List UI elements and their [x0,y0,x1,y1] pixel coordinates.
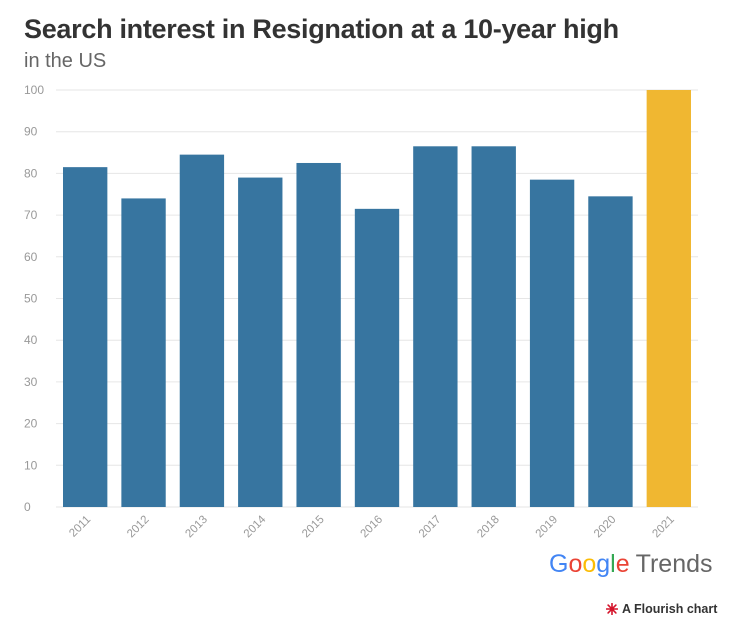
bar-2014[interactable] [238,177,283,507]
y-tick-label: 20 [24,417,38,431]
bar-2016[interactable] [354,208,400,507]
bar-2017[interactable] [413,146,458,508]
y-tick-label: 30 [24,375,38,389]
x-tick-label: 2020 [592,514,619,541]
x-tick-label: 2016 [359,514,386,541]
x-tick-label: 2021 [650,514,677,541]
flourish-credit-label: A Flourish chart [622,602,718,616]
bar-2021[interactable] [646,90,691,507]
google-letter: l [610,550,616,578]
google-letter: o [568,550,583,578]
bar-2019[interactable] [529,179,575,507]
y-tick-label: 70 [24,208,38,222]
google-trends-logo: Google Trends [549,550,713,579]
y-tick-label: 80 [24,166,38,180]
x-tick-label: 2015 [300,514,327,541]
bar-2018[interactable] [471,146,516,508]
bars [63,90,691,508]
chart-title: Search interest in Resignation at a 10-y… [24,14,619,44]
chart-subtitle: in the US [24,50,107,72]
google-letter: e [615,550,630,578]
flourish-burst-icon [605,602,619,616]
y-tick-label: 90 [24,125,38,139]
y-tick-label: 0 [24,500,31,514]
y-tick-label: 100 [24,83,44,97]
y-tick-label: 10 [24,458,38,472]
x-tick-label: 2013 [183,514,210,541]
bar-2011[interactable] [63,167,108,507]
y-axis-ticks: 0 10 20 30 40 50 60 70 80 90 100 [24,83,44,514]
x-tick-label: 2018 [475,514,502,541]
google-letter: g [596,550,611,578]
google-letter: G [549,550,569,578]
bar-2015[interactable] [296,162,341,507]
x-tick-label: 2011 [67,514,93,540]
y-tick-label: 40 [24,333,38,347]
x-tick-label: 2012 [125,514,152,541]
google-letter: o [582,550,597,578]
google-wordmark: Google [549,550,630,578]
y-tick-label: 60 [24,250,38,264]
trends-label: Trends [635,550,713,578]
flourish-credit[interactable]: A Flourish chart [605,602,718,616]
bar-2013[interactable] [179,154,225,507]
x-tick-label: 2019 [534,514,561,541]
bar-2020[interactable] [588,196,633,507]
x-tick-label: 2017 [417,514,444,541]
x-tick-label: 2014 [242,513,269,540]
y-tick-label: 50 [24,292,38,306]
x-axis-ticks: 2011 2012 2013 2014 2015 2016 2017 2018 2019 2020… [67,513,677,540]
bar-2012[interactable] [121,198,166,508]
